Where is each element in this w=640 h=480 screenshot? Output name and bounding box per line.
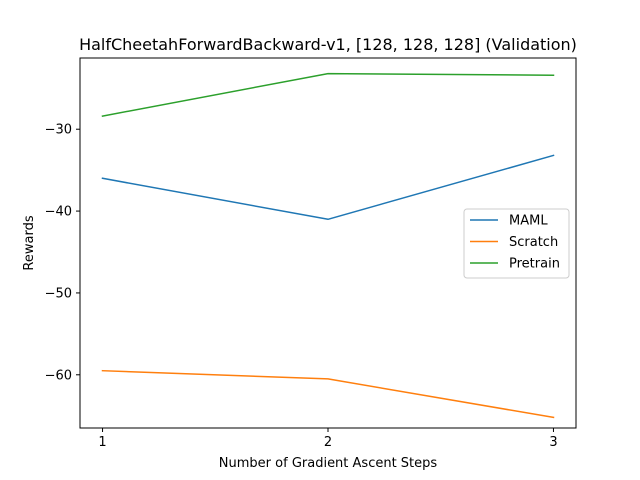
series-line-scratch: [101, 369, 555, 419]
x-axis-label: Number of Gradient Ascent Steps: [219, 456, 438, 471]
y-axis-label: Rewards: [22, 215, 37, 270]
legend-box: [463, 208, 570, 279]
chart-title: HalfCheetahForwardBackward-v1, [128, 128…: [79, 35, 577, 54]
y-tick-label: −30: [45, 123, 72, 138]
series-line-pretrain: [101, 72, 555, 117]
legend-label-maml: MAML: [509, 214, 548, 229]
series-line-maml: [101, 154, 555, 221]
legend-label-pretrain: Pretrain: [509, 257, 560, 272]
x-tick-label: 2: [324, 435, 332, 450]
x-tick-label: 1: [98, 435, 106, 450]
x-axis: 1 2 3: [98, 428, 558, 450]
y-tick-label: −40: [45, 205, 72, 220]
series-layer: [101, 72, 555, 419]
y-tick-label: −60: [45, 368, 72, 383]
y-axis: −60 −50 −40 −30: [45, 123, 80, 383]
x-tick-label: 3: [549, 435, 557, 450]
y-tick-label: −50: [45, 286, 72, 301]
legend: MAML Scratch Pretrain: [463, 208, 570, 279]
legend-label-scratch: Scratch: [509, 235, 558, 250]
